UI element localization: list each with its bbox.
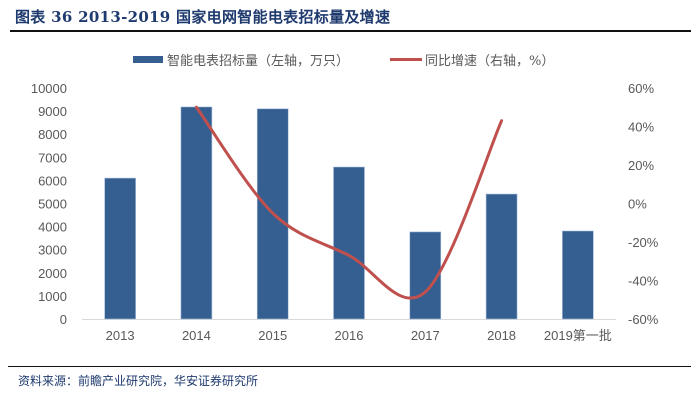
right-axis-tick: 40% (628, 120, 654, 135)
x-axis-tick: 2014 (182, 328, 211, 343)
bar-2018 (485, 193, 518, 320)
title-divider (10, 30, 691, 32)
chart-title: 图表 36 2013-2019 国家电网智能电表招标量及增速 (15, 8, 391, 26)
legend-bar-swatch (133, 56, 163, 63)
left-axis-tick: 7000 (38, 150, 67, 165)
right-axis-tick: -40% (628, 274, 659, 289)
left-axis-tick: 0 (60, 312, 67, 327)
source-divider (8, 366, 691, 367)
left-axis-tick: 3000 (38, 243, 67, 258)
legend-bar-label: 智能电表招标量（左轴，万只） (167, 54, 349, 69)
right-axis-tick: -20% (628, 235, 659, 250)
left-axis-tick: 10000 (31, 81, 67, 96)
left-axis-tick: 1000 (38, 289, 67, 304)
left-axis-tick: 9000 (38, 104, 67, 119)
x-axis-tick: 2018 (487, 328, 516, 343)
bar-2014 (180, 106, 213, 320)
x-axis-tick: 2015 (258, 328, 287, 343)
bar-2013 (104, 177, 136, 320)
x-axis-tick: 2019第一批 (544, 328, 612, 343)
left-axis-tick: 2000 (38, 266, 67, 281)
bar-2017 (409, 231, 442, 320)
left-axis-tick: 4000 (38, 220, 67, 235)
right-axis-tick: -60% (628, 312, 659, 327)
chart-area: 0 1000 2000 3000 4000 5000 6000 7000 8000 9000 100… (31, 54, 659, 343)
bar-2019第一批 (562, 230, 594, 320)
left-axis-tick: 8000 (38, 127, 67, 142)
right-axis-tick: 60% (628, 81, 654, 96)
growth-line (194, 105, 504, 300)
left-axis-tick: 5000 (38, 197, 67, 212)
x-axis-tick: 2017 (411, 328, 440, 343)
x-axis-tick: 2016 (335, 328, 364, 343)
source-note: 资料来源：前瞻产业研究院，华安证券研究所 (18, 374, 259, 388)
legend-line-label: 同比增速（右轴，%） (425, 54, 554, 69)
bar-2016 (333, 166, 365, 320)
right-axis-tick: 0% (628, 197, 647, 212)
left-axis-tick: 6000 (38, 173, 67, 188)
right-axis-tick: 20% (628, 158, 654, 173)
x-axis-tick: 2013 (106, 328, 135, 343)
